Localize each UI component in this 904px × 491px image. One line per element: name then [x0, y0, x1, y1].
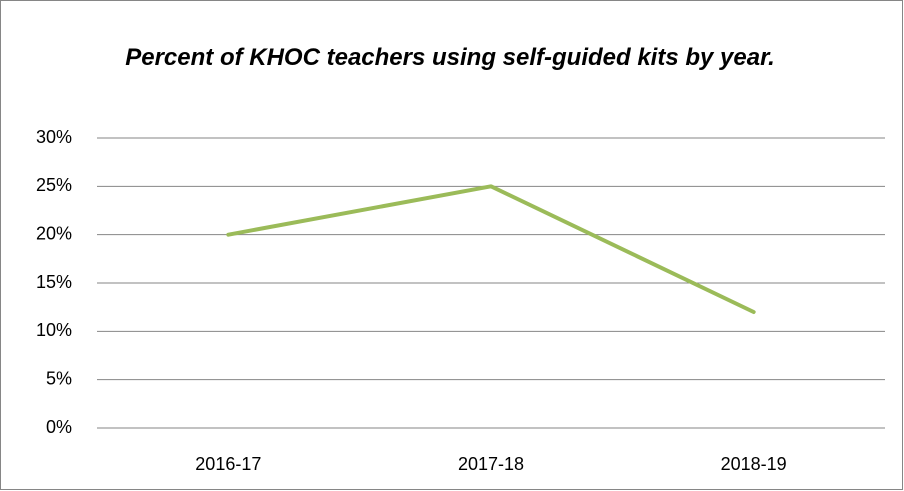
y-tick-label: 20%: [36, 223, 72, 243]
chart-title: Percent of KHOC teachers using self-guid…: [125, 44, 775, 71]
y-tick-label: 5%: [46, 368, 72, 388]
y-tick-label: 15%: [36, 272, 72, 292]
y-tick-label: 0%: [46, 417, 72, 437]
y-tick-label: 25%: [36, 175, 72, 195]
y-tick-label: 10%: [36, 320, 72, 340]
y-tick-label: 30%: [36, 127, 72, 147]
data-line: [226, 184, 756, 314]
x-tick-label: 2018-19: [721, 454, 787, 474]
x-tick-label: 2017-18: [458, 454, 524, 474]
x-tick-label: 2016-17: [195, 454, 261, 474]
